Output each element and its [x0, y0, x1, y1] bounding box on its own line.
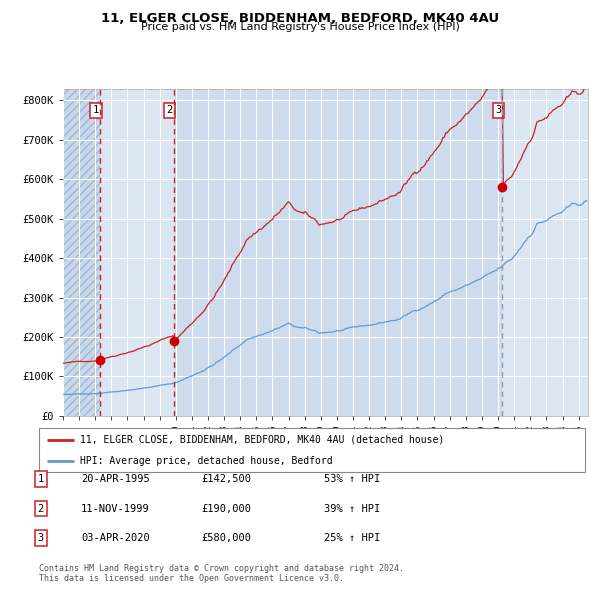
Text: 11, ELGER CLOSE, BIDDENHAM, BEDFORD, MK40 4AU (detached house): 11, ELGER CLOSE, BIDDENHAM, BEDFORD, MK4…: [80, 435, 444, 445]
Text: Price paid vs. HM Land Registry's House Price Index (HPI): Price paid vs. HM Land Registry's House …: [140, 22, 460, 32]
FancyBboxPatch shape: [39, 428, 585, 472]
Text: 1: 1: [38, 474, 44, 484]
Text: 1: 1: [93, 105, 100, 115]
Text: £190,000: £190,000: [201, 504, 251, 513]
Bar: [173, 88, 502, 416]
Text: 11, ELGER CLOSE, BIDDENHAM, BEDFORD, MK40 4AU: 11, ELGER CLOSE, BIDDENHAM, BEDFORD, MK4…: [101, 12, 499, 25]
Text: 2: 2: [38, 504, 44, 513]
Text: 20-APR-1995: 20-APR-1995: [81, 474, 150, 484]
Text: Contains HM Land Registry data © Crown copyright and database right 2024.
This d: Contains HM Land Registry data © Crown c…: [39, 563, 404, 583]
Text: 3: 3: [38, 533, 44, 543]
Text: HPI: Average price, detached house, Bedford: HPI: Average price, detached house, Bedf…: [80, 456, 332, 466]
Text: 11-NOV-1999: 11-NOV-1999: [81, 504, 150, 513]
Text: 39% ↑ HPI: 39% ↑ HPI: [324, 504, 380, 513]
Text: 2: 2: [167, 105, 173, 115]
Bar: [502, 88, 588, 416]
Text: 25% ↑ HPI: 25% ↑ HPI: [324, 533, 380, 543]
Text: £142,500: £142,500: [201, 474, 251, 484]
Bar: [63, 88, 100, 416]
Text: £580,000: £580,000: [201, 533, 251, 543]
Text: 53% ↑ HPI: 53% ↑ HPI: [324, 474, 380, 484]
Text: 03-APR-2020: 03-APR-2020: [81, 533, 150, 543]
Text: 3: 3: [495, 105, 502, 115]
Bar: [100, 88, 173, 416]
